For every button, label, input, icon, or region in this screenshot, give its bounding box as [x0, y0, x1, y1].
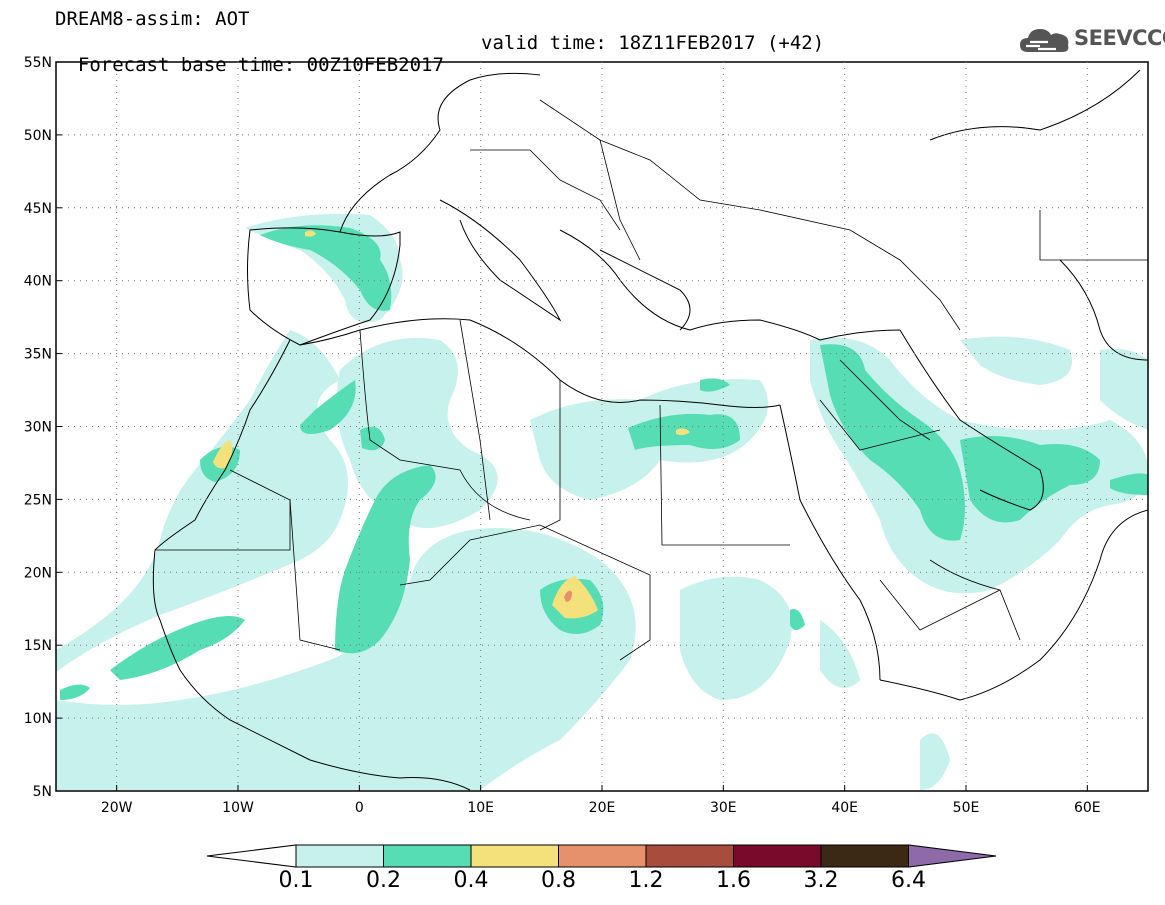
colorbar-label: 0.4: [453, 868, 489, 893]
base-time: Forecast base time: 00Z10FEB2017: [77, 54, 444, 76]
forecast-times: Forecast base time: 00Z10FEB2017 valid t…: [55, 32, 824, 98]
lat-label: 25N: [24, 492, 52, 508]
latitude-labels: 55N 50N 45N 40N 35N 30N 25N 20N 15N 10N 5N: [24, 55, 52, 800]
valid-time: valid time: 18Z11FEB2017 (+42): [481, 32, 825, 54]
aot-0-4-layer: [213, 230, 690, 619]
lat-label: 20N: [24, 565, 52, 581]
colorbar-swatch: [383, 844, 472, 868]
colorbar-label: 0.8: [541, 868, 576, 893]
map-title: DREAM8-assim: AOT: [55, 8, 250, 30]
longitude-labels: 20W 10W 0 10E 20E 30E 40E 50E 60E: [101, 800, 1101, 816]
colorbar-swatch: [645, 844, 734, 868]
lon-label: 60E: [1074, 800, 1101, 816]
lon-label: 0: [355, 800, 364, 816]
seevccc-logo: SEEVCCC: [1018, 24, 1165, 58]
logo-text: SEEVCCC: [1074, 26, 1165, 50]
colorbar-label: 0.1: [278, 868, 314, 893]
colorbar-label: 3.2: [803, 868, 839, 893]
lon-label: 10W: [222, 800, 254, 816]
colorbar-swatch: [733, 844, 822, 868]
lat-label: 35N: [24, 347, 52, 363]
lon-label: 40E: [831, 800, 858, 816]
grid-lines: [56, 61, 1148, 792]
colorbar-swatch: [558, 844, 647, 868]
colorbar-over-arrow: [908, 844, 997, 868]
lat-label: 40N: [24, 274, 52, 290]
lon-label: 50E: [953, 800, 980, 816]
lat-label: 30N: [24, 420, 52, 436]
lon-label: 10E: [467, 800, 494, 816]
lon-label: 20W: [101, 800, 133, 816]
colorbar: [206, 844, 997, 868]
colorbar-swatch: [820, 844, 909, 868]
colorbar-label: 6.4: [891, 868, 926, 893]
lat-label: 15N: [24, 638, 52, 654]
colorbar-under-arrow: [206, 844, 297, 868]
cloud-icon: [1020, 29, 1069, 52]
aot-0-8-layer: [564, 590, 572, 602]
lat-label: 45N: [24, 201, 52, 217]
lat-label: 55N: [24, 55, 52, 71]
colorbar-label: 1.6: [716, 868, 751, 893]
lon-label: 30E: [710, 800, 737, 816]
lon-label: 20E: [589, 800, 616, 816]
lat-label: 5N: [33, 784, 52, 800]
colorbar-swatch: [295, 844, 384, 868]
colorbar-swatch: [470, 844, 559, 868]
colorbar-label: 1.2: [628, 868, 664, 893]
coastlines: [152, 69, 1149, 791]
country-borders: [155, 99, 1148, 661]
lat-label: 50N: [24, 128, 52, 144]
colorbar-label: 0.2: [366, 868, 401, 893]
lat-label: 10N: [24, 711, 52, 727]
